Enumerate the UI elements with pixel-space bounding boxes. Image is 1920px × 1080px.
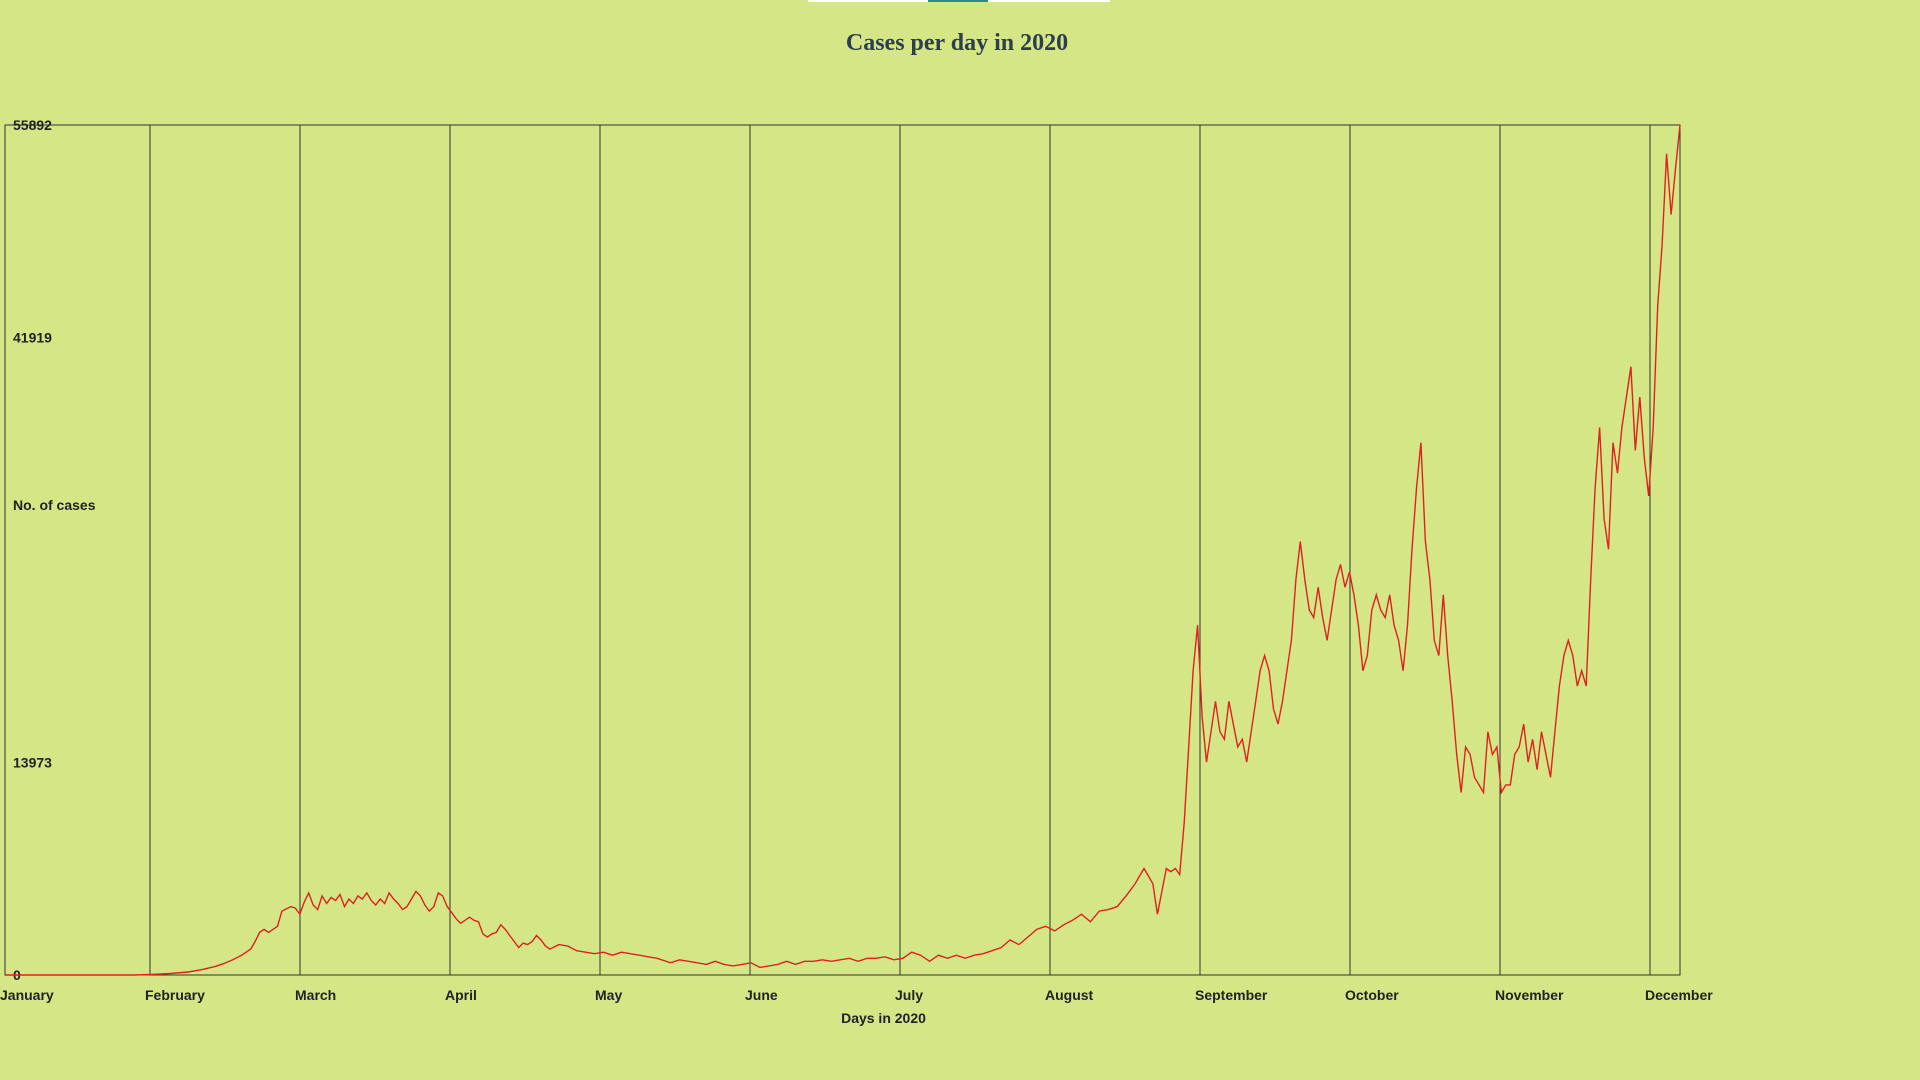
y-axis-label: No. of cases <box>13 497 96 513</box>
tab-active[interactable] <box>928 0 988 2</box>
y-tick-label: 41919 <box>13 330 52 346</box>
tab-left[interactable] <box>808 0 928 2</box>
x-tick-label: April <box>445 987 477 1003</box>
plot-frame <box>4 124 1681 976</box>
x-tick-label: October <box>1345 987 1399 1003</box>
x-tick-label: July <box>895 987 923 1003</box>
x-tick-label: March <box>295 987 336 1003</box>
x-tick-labels: January February March April May June July Augu… <box>0 987 1713 1003</box>
x-tick-label: December <box>1645 987 1713 1003</box>
top-tab-strip <box>808 0 1110 2</box>
x-axis-label: Days in 2020 <box>841 1010 926 1026</box>
x-tick-label: November <box>1495 987 1564 1003</box>
x-tick-label: January <box>0 987 54 1003</box>
x-tick-label: September <box>1195 987 1268 1003</box>
tab-right[interactable] <box>988 0 1110 2</box>
cases-series-line <box>5 124 1681 976</box>
x-tick-label: February <box>145 987 205 1003</box>
x-tick-label: August <box>1045 987 1094 1003</box>
y-tick-label: 55892 <box>13 117 52 133</box>
x-tick-label: May <box>595 987 622 1003</box>
x-tick-label: June <box>745 987 778 1003</box>
chart-title: Cases per day in 2020 <box>845 30 1069 56</box>
grid-lines <box>4 124 1681 976</box>
y-tick-label: 13973 <box>13 755 52 771</box>
